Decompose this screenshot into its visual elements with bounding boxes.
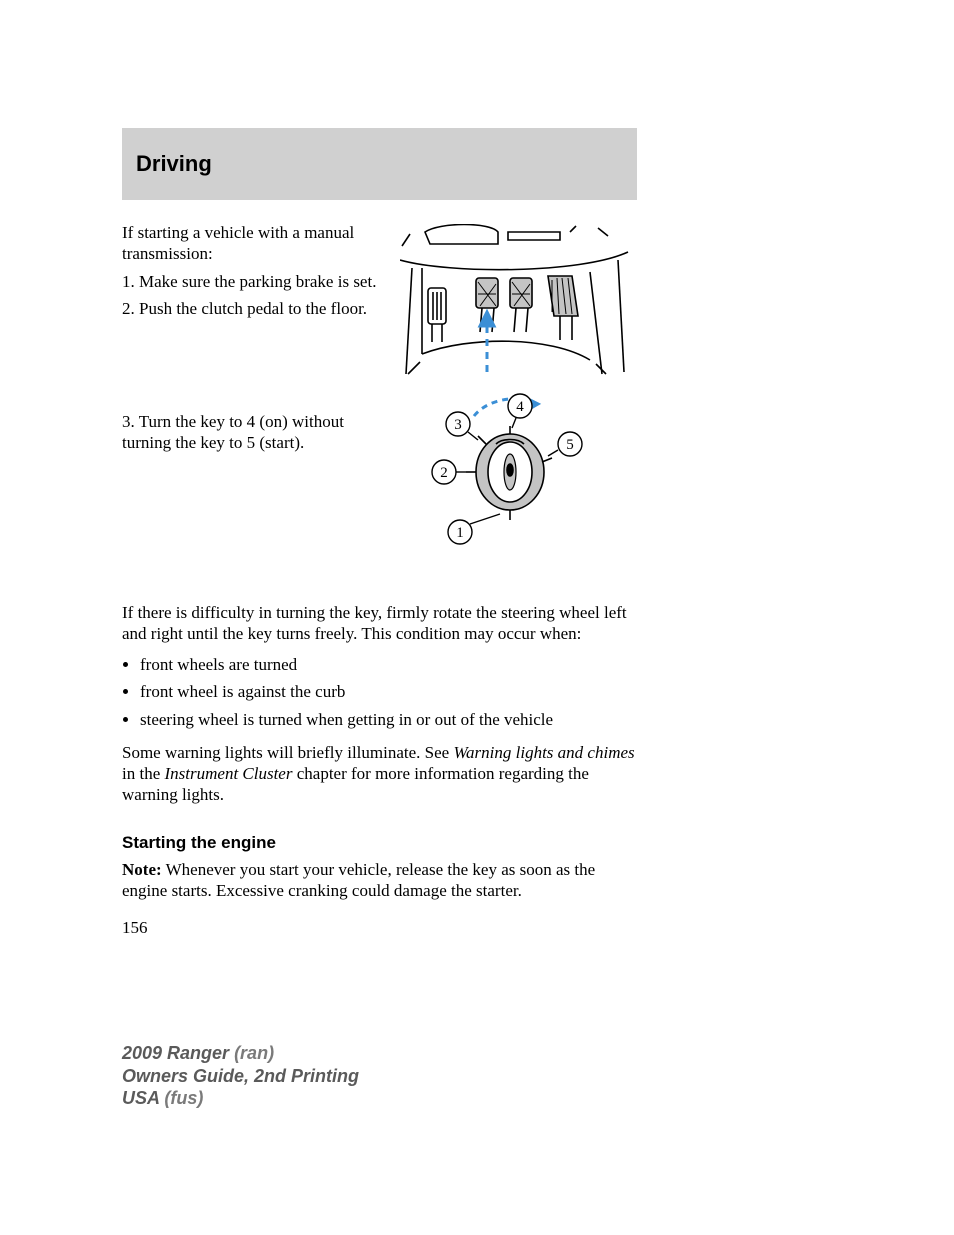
key-pos-4: 4	[516, 399, 524, 415]
section-title: Driving	[136, 151, 212, 177]
ignition-diagram: 1 2 3 4 5	[430, 392, 600, 562]
subsection-heading: Starting the engine	[122, 832, 637, 853]
step-2: 2. Push the clutch pedal to the floor.	[122, 298, 382, 319]
page-number: 156	[122, 918, 148, 938]
key-pos-3: 3	[454, 417, 462, 433]
key-pos-2: 2	[440, 465, 448, 481]
condition-list: front wheels are turned front wheel is a…	[140, 654, 637, 730]
key-pos-5: 5	[566, 437, 574, 453]
intro-text: If starting a vehicle with a manual tran…	[122, 222, 382, 265]
footer: 2009 Ranger (ran) Owners Guide, 2nd Prin…	[122, 1042, 359, 1110]
section-header: Driving	[122, 128, 637, 200]
key-pos-1: 1	[456, 525, 464, 541]
list-item: front wheels are turned	[140, 654, 637, 675]
step-1: 1. Make sure the parking brake is set.	[122, 271, 382, 292]
step-3: 3. Turn the key to 4 (on) without turnin…	[122, 411, 382, 454]
warning-para: Some warning lights will briefly illumin…	[122, 742, 637, 806]
list-item: steering wheel is turned when getting in…	[140, 709, 637, 730]
pedal-diagram	[400, 224, 630, 384]
difficulty-para: If there is difficulty in turning the ke…	[122, 602, 637, 645]
note-para: Note: Whenever you start your vehicle, r…	[122, 859, 637, 902]
list-item: front wheel is against the curb	[140, 681, 637, 702]
